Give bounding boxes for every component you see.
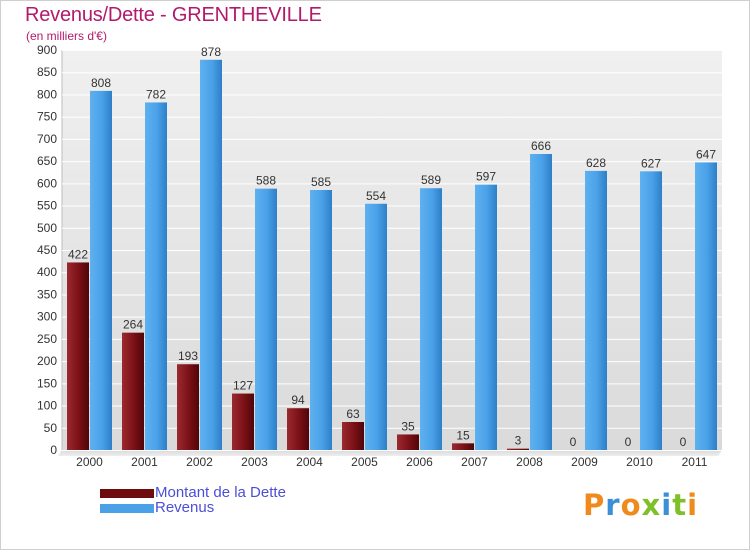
- data-labels: 422 808 264 782 193 878 127 588 94 585 63 554 35 589 1…: [68, 45, 716, 449]
- data-label-debt-2004: 94: [291, 393, 305, 407]
- x-tick-label-2002: 2002: [186, 455, 213, 469]
- x-tick-label-2004: 2004: [296, 455, 323, 469]
- y-tick-label-650: 650: [37, 154, 57, 168]
- bar-revenus-2005: [365, 203, 387, 450]
- data-label-debt-2002: 193: [178, 349, 198, 363]
- logo-letter: i: [661, 488, 673, 522]
- y-axis: 0 50 100 150 200 250 300 350 400 450 500 550 600 650 7…: [37, 43, 57, 457]
- y-tick-label-850: 850: [37, 65, 57, 79]
- bar-debt-2008: [507, 448, 529, 450]
- data-label-debt-2008: 3: [515, 434, 522, 448]
- data-label-revenus-2000: 808: [91, 76, 111, 90]
- data-label-debt-2005: 63: [346, 407, 360, 421]
- data-label-revenus-2011: 647: [696, 147, 716, 161]
- x-tick-label-2003: 2003: [241, 455, 268, 469]
- bar-debt-2006: [397, 434, 419, 450]
- data-label-revenus-2009: 628: [586, 156, 606, 170]
- data-label-debt-2011: 0: [680, 435, 687, 449]
- legend-swatch-debt: [100, 489, 154, 498]
- y-tick-label-100: 100: [37, 399, 57, 413]
- logo-letter: o: [620, 488, 642, 522]
- y-tick-label-300: 300: [37, 310, 57, 324]
- x-tick-label-2000: 2000: [76, 455, 103, 469]
- chart-title: Revenus/Dette - GRENTHEVILLE: [25, 4, 322, 26]
- y-tick-label-900: 900: [37, 43, 57, 57]
- plot-floor: [58, 450, 722, 456]
- bar-revenus-2008: [530, 154, 552, 450]
- x-axis: 2000 2001 2002 2003 2004 2005 2006 2007 2008 2009…: [76, 455, 708, 469]
- bar-debt-2004: [287, 408, 309, 450]
- proxiti-logo[interactable]: Proxiti: [583, 488, 698, 522]
- data-label-revenus-2006: 589: [421, 173, 441, 187]
- bar-debt-2007: [452, 443, 474, 450]
- logo-letter: r: [605, 488, 621, 522]
- x-tick-label-2011: 2011: [682, 455, 708, 469]
- bar-debt-2005: [342, 422, 364, 450]
- logo-letter: i: [687, 488, 699, 522]
- y-tick-label-750: 750: [37, 110, 57, 124]
- data-label-revenus-2010: 627: [641, 156, 661, 170]
- bar-debt-2001: [122, 332, 144, 450]
- bar-revenus-2006: [420, 188, 442, 450]
- legend-swatch-revenus: [100, 504, 154, 513]
- y-tick-label-500: 500: [37, 221, 57, 235]
- bar-revenus-2002: [200, 59, 222, 451]
- y-tick-label-350: 350: [37, 287, 57, 301]
- bar-revenus-2011: [695, 162, 717, 450]
- y-tick-label-800: 800: [37, 87, 57, 101]
- y-tick-label-400: 400: [37, 265, 57, 279]
- data-label-debt-2010: 0: [625, 435, 632, 449]
- y-tick-label-700: 700: [37, 132, 57, 146]
- x-tick-label-2006: 2006: [406, 455, 433, 469]
- data-label-debt-2001: 264: [123, 318, 143, 332]
- bar-revenus-2007: [475, 184, 497, 450]
- data-label-revenus-2005: 554: [366, 189, 386, 203]
- y-tick-label-150: 150: [37, 376, 57, 390]
- y-tick-label-600: 600: [37, 176, 57, 190]
- x-tick-label-2007: 2007: [461, 455, 488, 469]
- data-label-revenus-2001: 782: [146, 87, 166, 101]
- y-tick-label-250: 250: [37, 332, 57, 346]
- bar-revenus-2001: [145, 102, 167, 450]
- logo-letter: P: [583, 488, 606, 522]
- x-tick-label-2005: 2005: [351, 455, 378, 469]
- logo-letter: x: [641, 488, 662, 522]
- bars: [67, 59, 717, 451]
- bar-revenus-2004: [310, 190, 332, 450]
- y-tick-label-550: 550: [37, 199, 57, 213]
- bar-revenus-2009: [585, 170, 607, 450]
- data-label-debt-2003: 127: [233, 379, 253, 393]
- data-label-revenus-2008: 666: [531, 139, 551, 153]
- data-label-revenus-2003: 588: [256, 174, 276, 188]
- gridlines: [62, 50, 722, 451]
- y-tick-label-50: 50: [44, 421, 58, 435]
- legend-label-debt: Montant de la Dette: [155, 484, 286, 501]
- legend-label-revenus: Revenus: [155, 499, 215, 516]
- y-tick-label-0: 0: [50, 443, 57, 457]
- y-tick-label-200: 200: [37, 354, 57, 368]
- data-label-debt-2000: 422: [68, 247, 88, 261]
- x-tick-label-2010: 2010: [626, 455, 653, 469]
- x-tick-label-2001: 2001: [131, 455, 158, 469]
- data-label-debt-2006: 35: [401, 419, 415, 433]
- x-tick-label-2008: 2008: [516, 455, 543, 469]
- data-label-revenus-2002: 878: [201, 45, 221, 59]
- bar-debt-2000: [67, 262, 89, 450]
- bar-revenus-2010: [640, 171, 662, 451]
- y-tick-label-450: 450: [37, 243, 57, 257]
- logo-letter: t: [672, 488, 688, 522]
- bar-debt-2003: [232, 393, 254, 450]
- x-tick-label-2009: 2009: [571, 455, 598, 469]
- data-label-debt-2009: 0: [570, 435, 577, 449]
- chart-subtitle: (en milliers d'€): [26, 29, 107, 43]
- bar-debt-2002: [177, 364, 199, 450]
- bar-revenus-2003: [255, 188, 277, 450]
- data-label-revenus-2007: 597: [476, 170, 496, 184]
- data-label-revenus-2004: 585: [311, 175, 331, 189]
- bar-revenus-2000: [90, 90, 112, 450]
- data-label-debt-2007: 15: [456, 428, 470, 442]
